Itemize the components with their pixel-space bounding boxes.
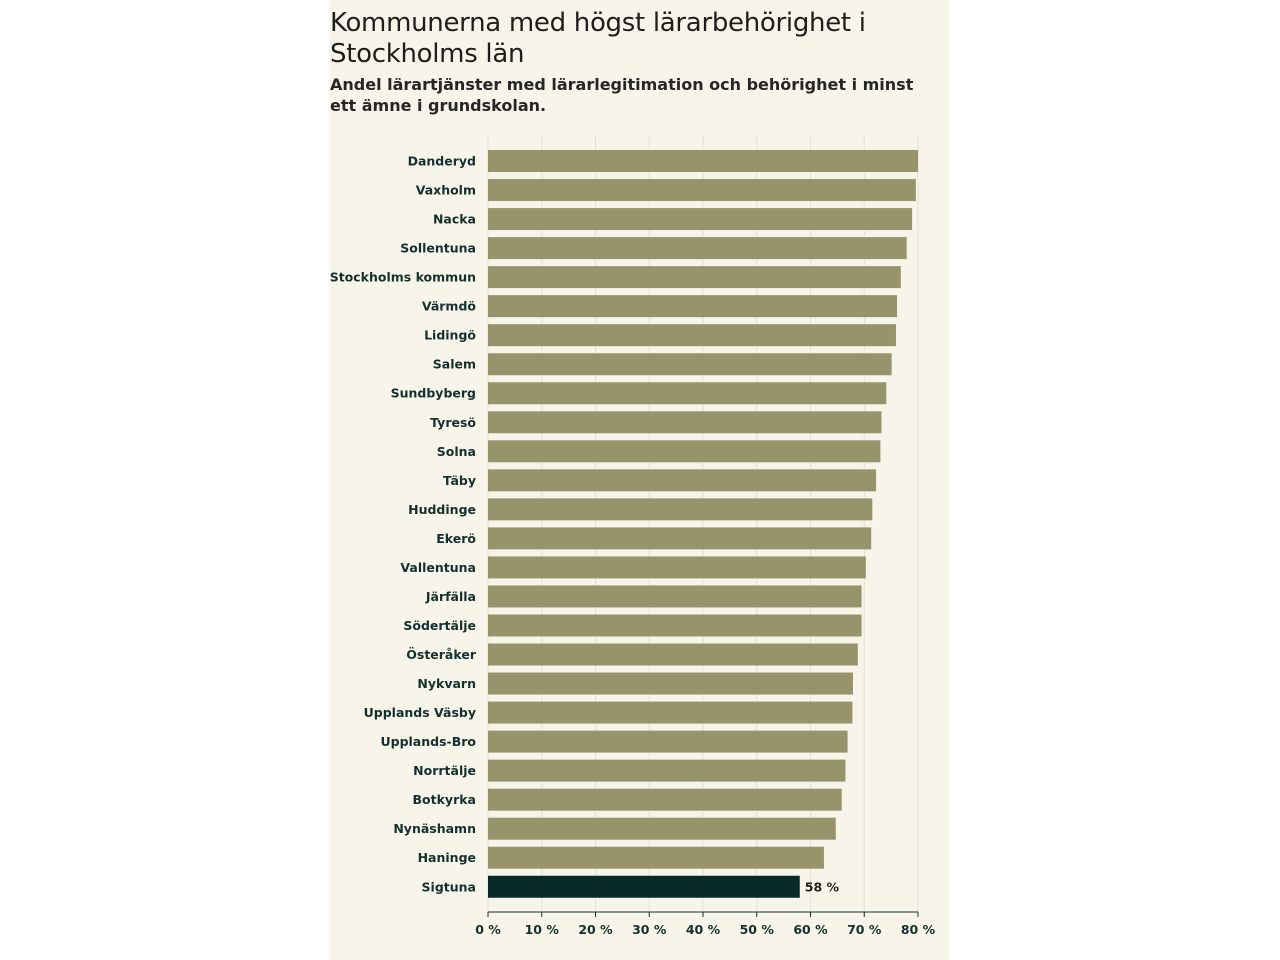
chart-subtitle: Andel lärartjänster med lärarlegitimatio…: [330, 75, 914, 115]
bar-chart: Danderyd Vaxholm Nacka Sollentuna Stockholms…: [330, 136, 936, 937]
category-label: Salem: [433, 357, 476, 372]
chart-card: Kommunerna med högst lärarbehörighet i S…: [330, 0, 949, 960]
bar: [488, 846, 824, 869]
x-tick-label: 60 %: [793, 922, 828, 937]
bar-highlight: [488, 875, 800, 898]
category-label: Nynäshamn: [393, 821, 476, 836]
bar: [488, 237, 907, 260]
x-tick-label: 0 %: [475, 922, 501, 937]
bar: [488, 498, 873, 521]
category-label: Värmdö: [422, 299, 477, 314]
bar: [488, 208, 913, 231]
chart-title: Kommunerna med högst lärarbehörighet i S…: [330, 8, 866, 69]
bar: [488, 266, 901, 289]
category-label: Botkyrka: [413, 792, 476, 807]
category-label: Sollentuna: [400, 241, 476, 256]
bar: [488, 556, 866, 579]
category-label: Österåker: [406, 647, 477, 662]
x-tick-label: 40 %: [686, 922, 721, 937]
category-label: Solna: [437, 444, 476, 459]
bar: [488, 382, 887, 405]
bar: [488, 469, 877, 492]
value-label: 58 %: [805, 879, 840, 894]
category-label: Stockholms kommun: [330, 270, 476, 285]
bar: [488, 701, 853, 724]
x-tick-label: 50 %: [740, 922, 775, 937]
bar: [488, 150, 918, 172]
category-label: Upplands Väsby: [364, 705, 476, 720]
x-tick-label: 80 %: [901, 922, 936, 937]
bar: [488, 730, 848, 753]
bar: [488, 440, 881, 463]
bar: [488, 324, 896, 347]
bar: [488, 614, 862, 637]
bar: [488, 179, 916, 202]
x-tick-label: 70 %: [847, 922, 882, 937]
bar: [488, 295, 898, 318]
category-label: Vaxholm: [416, 183, 476, 198]
x-tick-label: 30 %: [632, 922, 667, 937]
category-label: Haninge: [418, 850, 476, 865]
bar: [488, 672, 853, 695]
bar: [488, 527, 872, 550]
bar: [488, 411, 882, 434]
bar: [488, 643, 858, 666]
category-label: Nacka: [433, 212, 476, 227]
category-label: Huddinge: [408, 502, 476, 517]
category-label: Täby: [443, 473, 476, 488]
category-label: Tyresö: [430, 415, 476, 430]
category-label: Upplands-Bro: [380, 734, 476, 749]
category-label: Sundbyberg: [391, 386, 476, 401]
bar: [488, 759, 846, 782]
bar: [488, 353, 892, 376]
category-label: Vallentuna: [400, 560, 476, 575]
category-label: Norrtälje: [413, 763, 476, 778]
category-label: Södertälje: [403, 618, 476, 633]
category-label: Danderyd: [408, 154, 476, 169]
x-tick-label: 10 %: [525, 922, 560, 937]
category-label: Nykvarn: [417, 676, 476, 691]
x-tick-label: 20 %: [578, 922, 613, 937]
category-label: Ekerö: [436, 531, 476, 546]
category-label: Järfälla: [425, 589, 476, 604]
category-label: Lidingö: [424, 328, 476, 343]
bar: [488, 817, 836, 840]
bar: [488, 788, 842, 811]
bar: [488, 585, 862, 608]
category-label: Sigtuna: [422, 879, 476, 894]
